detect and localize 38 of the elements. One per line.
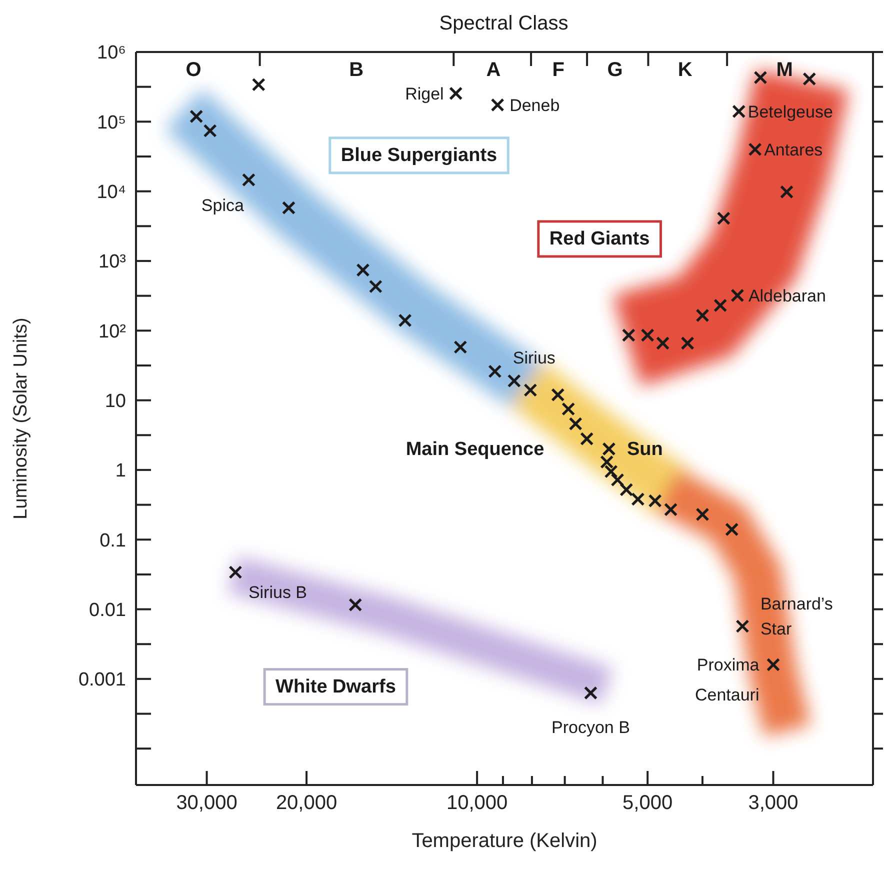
y-tick-label: 10⁶ xyxy=(97,42,126,64)
annotation: A xyxy=(486,58,501,81)
annotation: M xyxy=(776,58,793,81)
annotation: Spica xyxy=(201,196,244,215)
y-axis-title: Luminosity (Solar Units) xyxy=(10,318,32,520)
annotation: F xyxy=(552,58,564,81)
annotation: K xyxy=(678,58,693,81)
annotation: Sirius xyxy=(512,348,556,368)
annotation: Sirius B xyxy=(248,583,308,602)
x-tick-label: 5,000 xyxy=(622,792,673,814)
annotation: White Dwarfs xyxy=(276,676,396,698)
annotation: Betelgeuse xyxy=(748,102,833,122)
y-tick-label: 10⁵ xyxy=(96,112,126,134)
y-tick-label: 10⁴ xyxy=(96,182,126,204)
annotation: Deneb xyxy=(510,96,560,115)
y-tick-label: 10² xyxy=(98,321,126,342)
annotation: O xyxy=(186,58,202,81)
annotation: B xyxy=(349,58,364,81)
y-tick-label: 10³ xyxy=(98,252,126,273)
annotation: Red Giants xyxy=(549,228,650,250)
annotation: Sun xyxy=(626,438,663,460)
annotation: Antares xyxy=(764,140,823,160)
annotation: Blue Supergiants xyxy=(340,144,498,166)
x-tick-label: 3,000 xyxy=(748,792,798,814)
text: Spectral Class xyxy=(439,12,568,35)
annotation: G xyxy=(607,58,623,81)
y-tick-label: 1 xyxy=(115,460,126,482)
x-axis-title: Temperature (Kelvin) xyxy=(412,830,598,852)
y-tick-label: 0.01 xyxy=(89,600,126,622)
y-tick-label: 0.001 xyxy=(78,670,126,691)
x-tick-label: 20,000 xyxy=(276,792,338,814)
annotation: Procyon B xyxy=(552,718,630,737)
annotation: Main Sequence xyxy=(406,438,544,460)
x-tick-label: 10,000 xyxy=(446,792,508,814)
y-tick-label: 10 xyxy=(104,391,126,412)
annotation: Rigel xyxy=(405,84,444,104)
y-tick-label: 0.1 xyxy=(100,530,126,552)
x-tick-label: 30,000 xyxy=(176,792,238,814)
